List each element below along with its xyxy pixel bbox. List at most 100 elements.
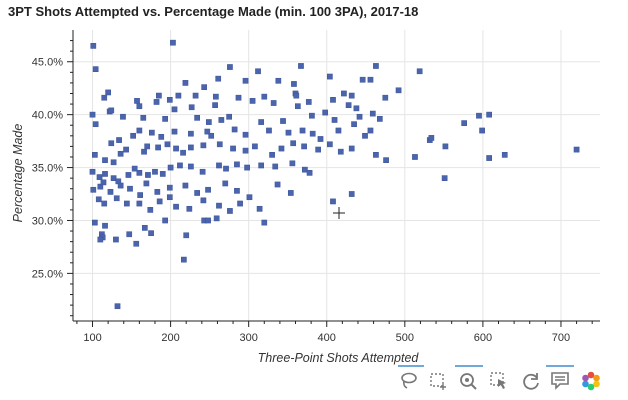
- data-point: [171, 128, 178, 135]
- data-point: [188, 104, 195, 111]
- data-point: [216, 162, 222, 169]
- data-point: [114, 303, 121, 310]
- data-point: [315, 146, 322, 153]
- data-point: [298, 63, 304, 69]
- data-point: [183, 232, 190, 239]
- data-point: [317, 136, 324, 142]
- data-point: [412, 154, 418, 160]
- data-point: [164, 141, 171, 148]
- data-point: [369, 110, 376, 117]
- data-point: [249, 98, 256, 104]
- data-point: [201, 84, 208, 90]
- data-point: [90, 43, 97, 49]
- data-point: [348, 191, 355, 197]
- data-point: [117, 150, 124, 157]
- data-point: [242, 77, 249, 84]
- data-point: [120, 113, 126, 120]
- data-point: [359, 76, 366, 83]
- data-point: [108, 107, 115, 114]
- data-point: [96, 174, 103, 180]
- data-point: [290, 140, 297, 147]
- data-point: [383, 157, 389, 164]
- bokeh-logo[interactable]: [580, 370, 602, 394]
- data-point: [278, 145, 285, 152]
- data-point: [376, 116, 383, 122]
- data-point: [143, 180, 150, 187]
- data-point: [280, 118, 286, 124]
- data-point: [231, 126, 238, 133]
- data-point: [274, 181, 281, 188]
- data-point: [322, 109, 329, 116]
- data-point: [256, 205, 263, 212]
- data-point: [223, 165, 229, 172]
- data-point: [479, 127, 485, 134]
- hover-tool[interactable]: [549, 370, 571, 394]
- data-point: [153, 99, 160, 105]
- data-point: [309, 112, 315, 119]
- tap-select-icon: [490, 372, 506, 389]
- data-point: [501, 152, 508, 158]
- data-point: [226, 113, 232, 120]
- data-point: [270, 100, 277, 106]
- data-point: [162, 116, 168, 122]
- data-point: [89, 111, 96, 118]
- data-point: [258, 162, 265, 169]
- lasso-select-tool[interactable]: [398, 370, 420, 394]
- data-point: [141, 148, 147, 155]
- data-point: [136, 200, 143, 207]
- wheel-zoom-tool[interactable]: [457, 370, 481, 394]
- data-point: [330, 198, 336, 205]
- data-point: [97, 236, 104, 243]
- wheel-zoom-active-indicator: [455, 365, 483, 367]
- y-tick-label: 40.0%: [32, 110, 63, 122]
- tap-select-tool[interactable]: [488, 370, 510, 394]
- data-point: [110, 175, 117, 181]
- data-point: [299, 127, 306, 134]
- data-point: [235, 94, 242, 101]
- data-point: [373, 63, 379, 69]
- data-point: [208, 132, 215, 139]
- data-point: [127, 185, 133, 192]
- data-point: [175, 92, 182, 99]
- data-point: [124, 200, 130, 207]
- lasso-active-indicator: [398, 365, 424, 367]
- box-select-tool[interactable]: [428, 370, 450, 394]
- data-point: [261, 93, 268, 100]
- reset-icon: [523, 373, 539, 390]
- data-point: [171, 106, 178, 113]
- reset-tool[interactable]: [520, 370, 542, 394]
- data-point: [113, 236, 119, 243]
- data-point: [173, 145, 179, 152]
- data-point: [295, 103, 301, 110]
- data-point: [327, 141, 333, 148]
- data-point: [330, 96, 336, 103]
- data-point: [166, 194, 173, 201]
- data-point: [141, 225, 148, 231]
- data-point: [166, 96, 173, 103]
- data-point: [275, 77, 282, 84]
- data-point: [331, 117, 338, 123]
- y-tick-label: 25.0%: [32, 268, 63, 280]
- data-point: [105, 89, 111, 96]
- data-point: [216, 202, 222, 209]
- data-point: [137, 192, 143, 198]
- data-point: [145, 172, 151, 178]
- data-point: [100, 179, 107, 186]
- data-point: [293, 92, 300, 99]
- data-point: [107, 189, 114, 195]
- wheel-zoom-icon: [460, 373, 477, 390]
- data-point: [110, 159, 117, 166]
- data-point: [156, 198, 163, 205]
- data-point: [261, 219, 268, 226]
- data-point: [131, 165, 138, 172]
- data-point: [123, 146, 129, 153]
- data-point: [92, 121, 99, 128]
- data-point: [476, 112, 482, 119]
- lasso-icon: [401, 372, 417, 389]
- data-point: [155, 144, 161, 151]
- data-point: [188, 130, 194, 137]
- data-point: [182, 80, 189, 86]
- data-point: [382, 94, 389, 101]
- data-point: [234, 161, 240, 168]
- data-point: [92, 219, 98, 226]
